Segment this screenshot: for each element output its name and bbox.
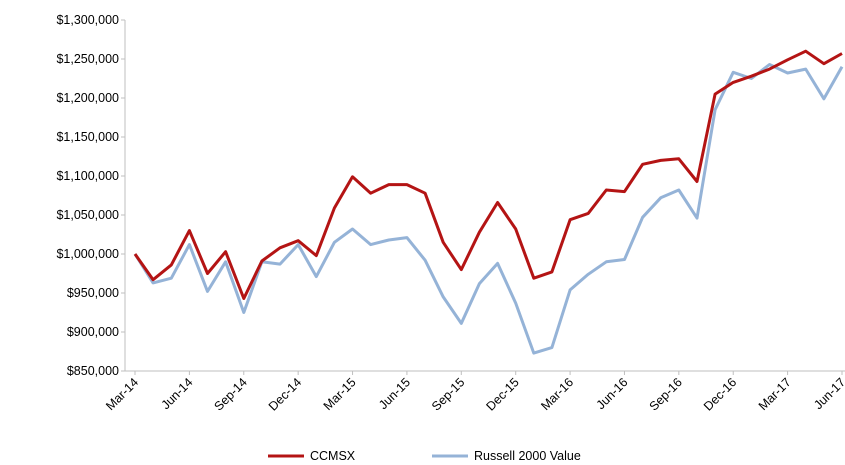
y-tick-label: $1,050,000 xyxy=(56,208,119,222)
y-tick-label: $1,300,000 xyxy=(56,13,119,27)
x-tick-label: Jun-15 xyxy=(376,375,413,412)
legend-label: CCMSX xyxy=(310,449,356,463)
series-line xyxy=(133,49,843,300)
legend-label: Russell 2000 Value xyxy=(474,449,581,463)
y-tick-label: $1,000,000 xyxy=(56,247,119,261)
x-tick-label: Dec-16 xyxy=(701,375,739,413)
y-tick-label: $1,100,000 xyxy=(56,169,119,183)
y-tick-label: $1,150,000 xyxy=(56,130,119,144)
x-tick-label: Sep-15 xyxy=(429,375,467,413)
x-tick-label: Dec-14 xyxy=(266,375,304,413)
x-tick-label: Mar-15 xyxy=(321,375,359,413)
x-tick-label: Jun-14 xyxy=(159,375,196,412)
x-tick-label: Mar-17 xyxy=(756,375,794,413)
y-tick-label: $900,000 xyxy=(67,325,119,339)
x-tick-label: Jun-17 xyxy=(811,375,845,412)
x-tick-label: Sep-14 xyxy=(211,375,249,413)
x-tick-label: Mar-14 xyxy=(103,375,141,413)
series-line xyxy=(133,63,844,355)
y-tick-label: $1,250,000 xyxy=(56,52,119,66)
x-tick-label: Jun-16 xyxy=(594,375,631,412)
x-tick-label: Mar-16 xyxy=(538,375,576,413)
y-tick-label: $950,000 xyxy=(67,286,119,300)
x-tick-label: Sep-16 xyxy=(647,375,685,413)
x-tick-label: Dec-15 xyxy=(483,375,521,413)
y-tick-label: $1,200,000 xyxy=(56,91,119,105)
y-tick-label: $850,000 xyxy=(67,364,119,378)
